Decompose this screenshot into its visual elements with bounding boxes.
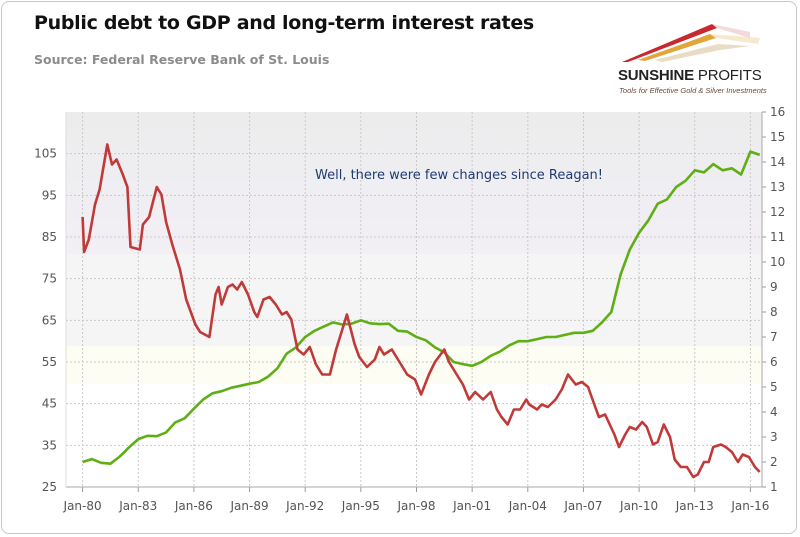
right-axis-tick-label: 1 (770, 480, 778, 494)
logo-name-light: PROFITS (697, 67, 762, 84)
left-axis-tick-label: 65 (42, 313, 57, 327)
right-axis-tick-label: 2 (770, 455, 778, 469)
x-axis-tick-label: Jan-07 (563, 499, 602, 513)
right-axis-tick-label: 8 (770, 305, 778, 319)
x-axis-tick-label: Jan-95 (341, 499, 380, 513)
background-band (66, 254, 762, 346)
right-axis-tick-label: 4 (770, 405, 778, 419)
right-axis-tick-label: 16 (770, 105, 785, 119)
x-axis-tick-label: Jan-86 (174, 499, 213, 513)
series-points (82, 151, 760, 464)
x-axis-tick-label: Jan-89 (229, 499, 268, 513)
logo-name-bold: SUNSHINE (618, 67, 694, 84)
left-axis-tick-label: 25 (42, 480, 57, 494)
x-axis-tick-label: Jan-01 (452, 499, 491, 513)
chart-source: Source: Federal Reserve Bank of St. Loui… (34, 52, 330, 67)
left-axis-tick-label: 95 (42, 188, 57, 202)
right-axis-tick-label: 10 (770, 255, 785, 269)
x-axis-tick-label: Jan-92 (285, 499, 324, 513)
right-axis-tick-label: 5 (770, 380, 778, 394)
sunshine-profits-logo: SUNSHINE PROFITS Tools for Effective Gol… (600, 24, 790, 95)
right-axis-tick-label: 12 (770, 205, 785, 219)
x-axis-tick-label: Jan-98 (396, 499, 435, 513)
right-axis-tick-label: 14 (770, 155, 785, 169)
right-axis-tick-label: 11 (770, 230, 785, 244)
left-axis-tick-label: 105 (34, 147, 57, 161)
x-axis-tick-label: Jan-13 (675, 499, 714, 513)
logo-rays-icon (622, 24, 760, 62)
x-axis-tick-label: Jan-80 (63, 499, 102, 513)
right-axis-tick-label: 9 (770, 280, 778, 294)
logo-name: SUNSHINE PROFITS (618, 67, 762, 84)
x-axis-tick-label: Jan-04 (508, 499, 547, 513)
logo-tagline: Tools for Effective Gold & Silver Invest… (619, 86, 767, 95)
left-axis-tick-label: 75 (42, 272, 57, 286)
right-axis-tick-label: 6 (770, 355, 778, 369)
x-axis-tick-label: Jan-10 (619, 499, 658, 513)
left-axis-tick-label: 55 (42, 355, 57, 369)
series-points (82, 144, 760, 478)
left-axis-tick-label: 85 (42, 230, 57, 244)
x-axis-tick-label: Jan-83 (118, 499, 157, 513)
chart-annotation: Well, there were few changes since Reaga… (315, 168, 603, 183)
chart-title: Public debt to GDP and long-term interes… (34, 12, 534, 34)
left-axis-tick-label: 45 (42, 397, 57, 411)
series-line-debt-to-gdp (82, 150, 761, 465)
right-axis-tick-label: 15 (770, 130, 785, 144)
right-axis-tick-label: 7 (770, 330, 778, 344)
background-band (66, 112, 762, 254)
right-axis-tick-label: 13 (770, 180, 785, 194)
left-axis-tick-label: 35 (42, 438, 57, 452)
x-axis-tick-label: Jan-16 (730, 499, 769, 513)
right-axis-tick-label: 3 (770, 430, 778, 444)
